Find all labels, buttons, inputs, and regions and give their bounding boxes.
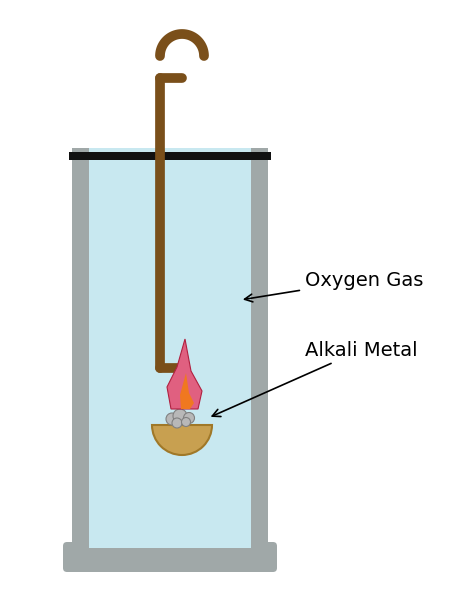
Circle shape <box>183 412 194 423</box>
Polygon shape <box>167 339 202 409</box>
Bar <box>89 148 251 548</box>
Polygon shape <box>180 373 194 409</box>
Bar <box>72 148 89 548</box>
Circle shape <box>166 413 178 425</box>
Wedge shape <box>152 425 212 455</box>
Text: Alkali Metal: Alkali Metal <box>212 340 418 416</box>
Circle shape <box>173 409 187 423</box>
Bar <box>251 148 268 548</box>
Bar <box>69 152 271 160</box>
FancyBboxPatch shape <box>63 542 277 572</box>
Bar <box>89 540 251 548</box>
Text: Oxygen Gas: Oxygen Gas <box>245 270 423 302</box>
Circle shape <box>182 418 191 426</box>
Circle shape <box>172 418 182 428</box>
